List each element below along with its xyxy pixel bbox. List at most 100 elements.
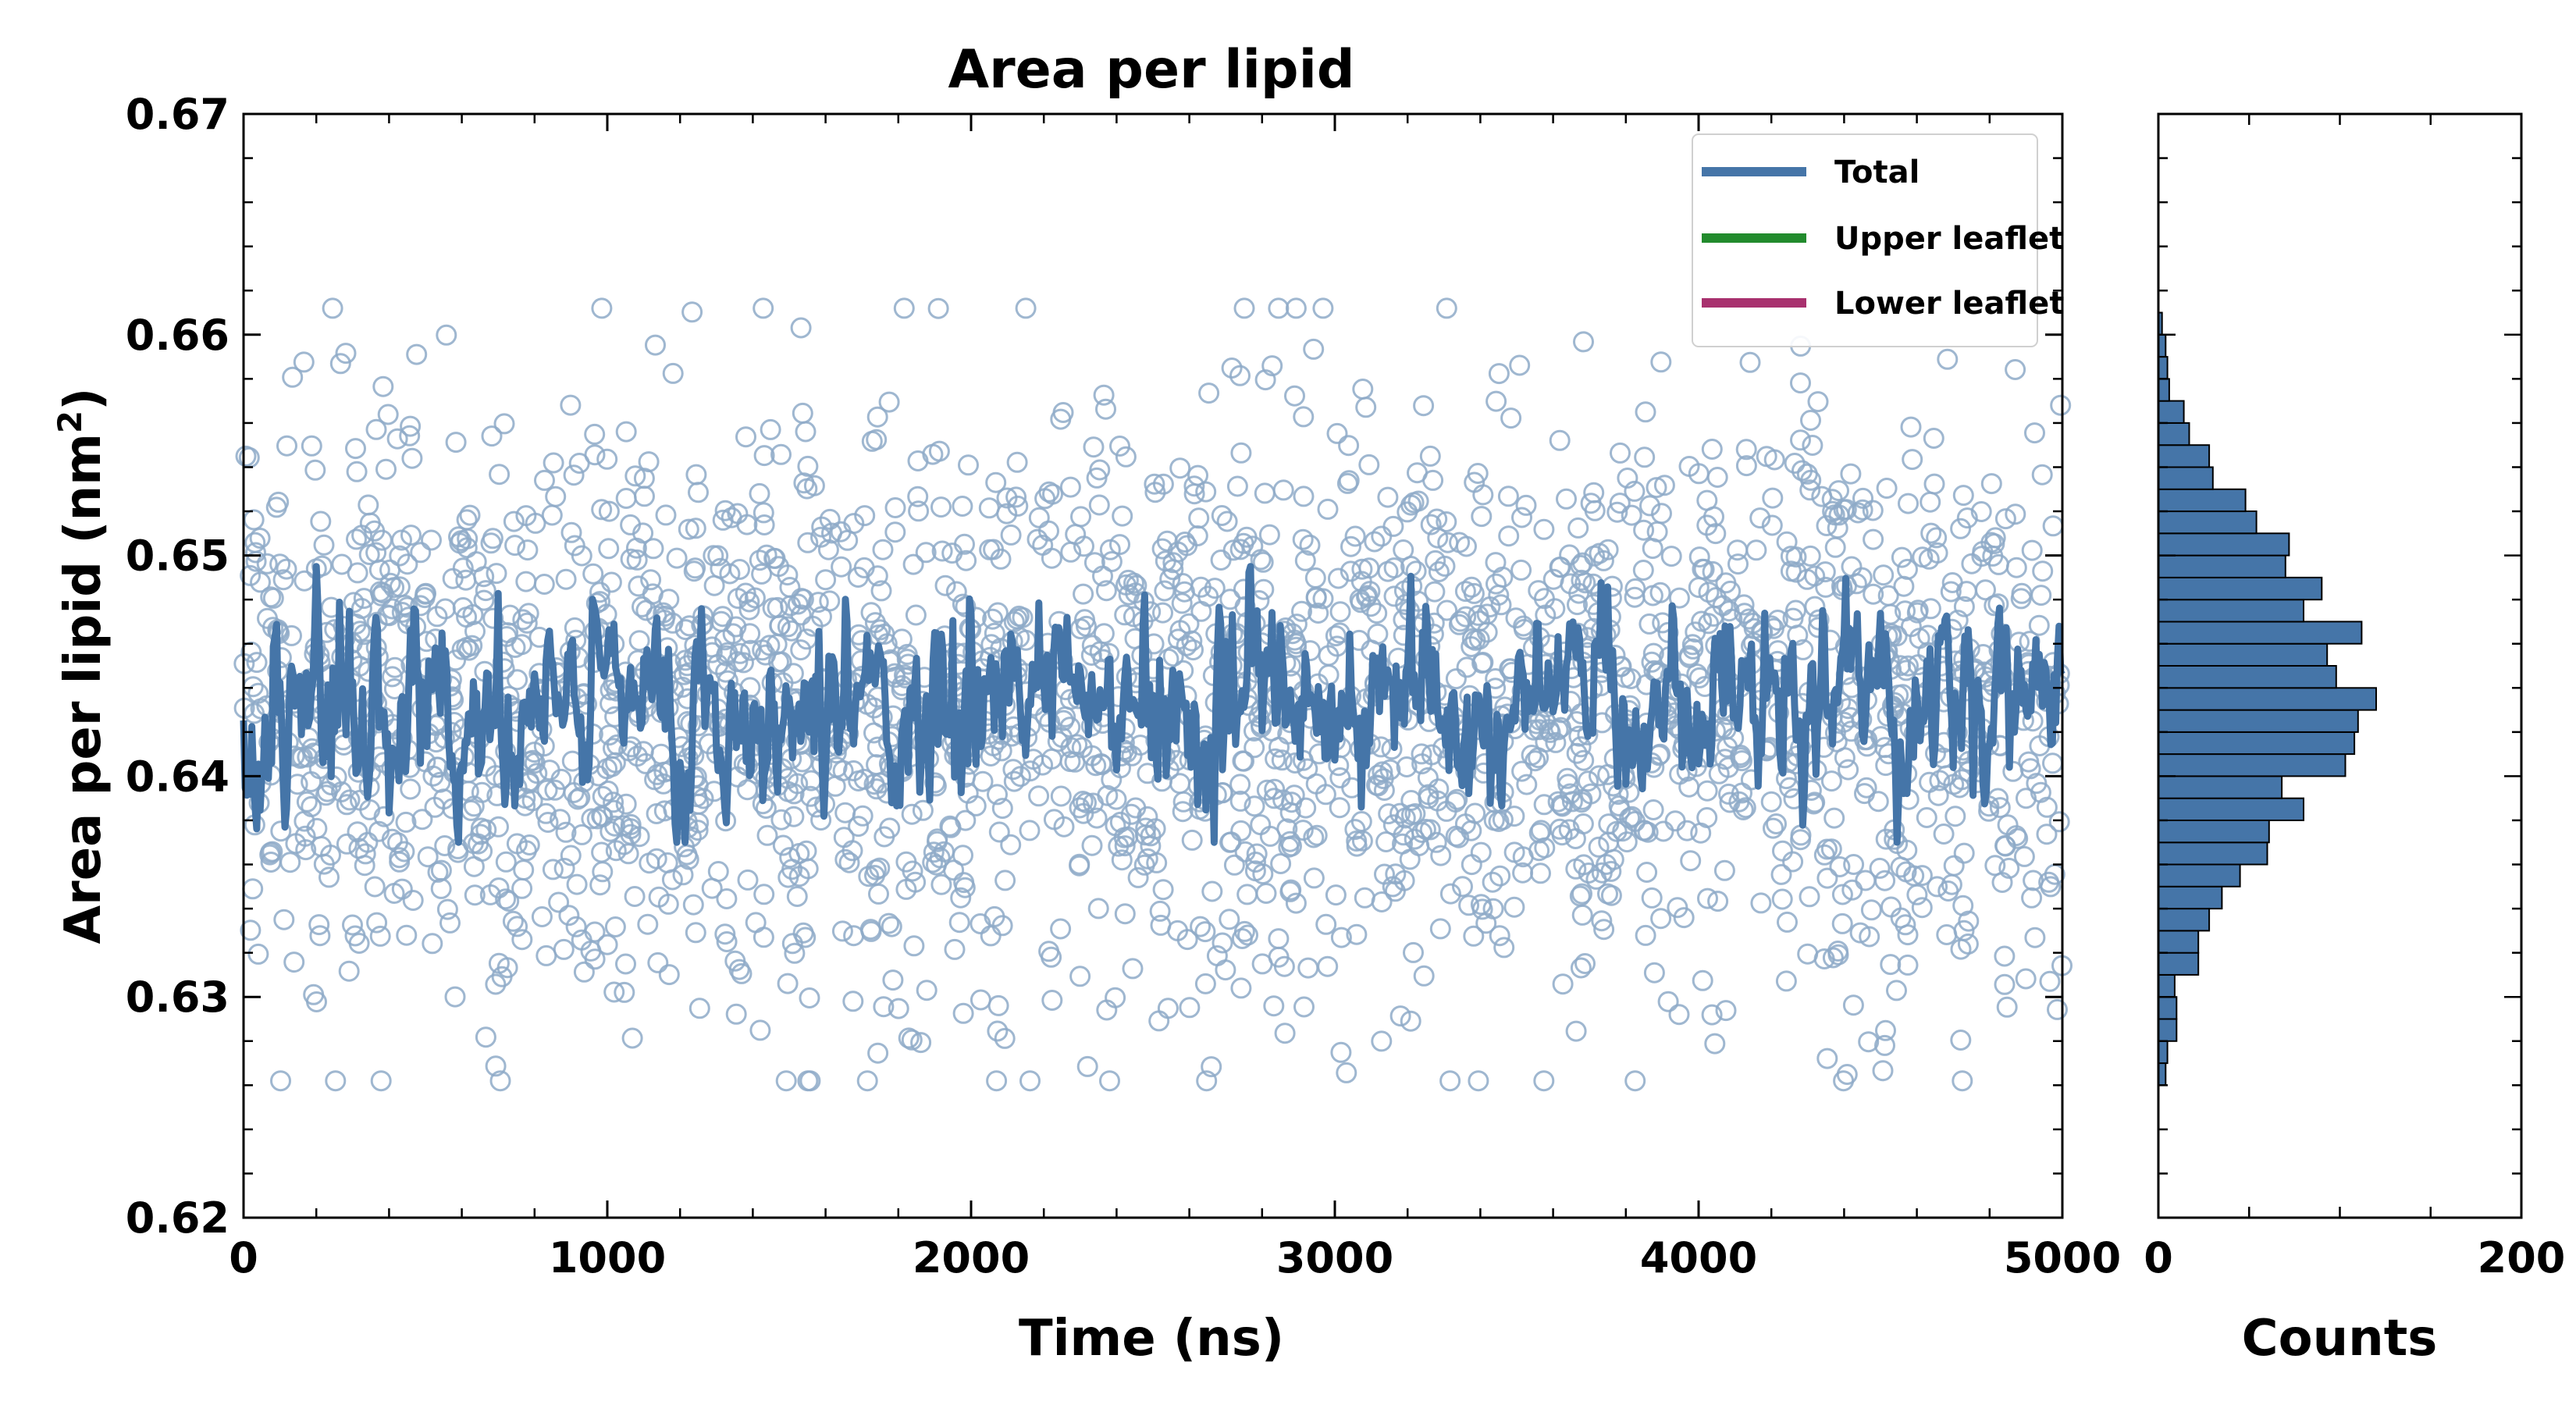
scatter-point: [2016, 788, 2037, 809]
scatter-point: [1315, 913, 1337, 935]
scatter-point: [882, 969, 904, 991]
scatter-point: [1641, 887, 1663, 909]
histogram-bar: [2158, 885, 2223, 910]
scatter-point: [1994, 973, 2016, 995]
scatter-point: [1015, 297, 1037, 319]
scatter-point: [856, 1070, 878, 1092]
scatter-point: [591, 499, 613, 521]
scatter-point: [738, 591, 760, 613]
scatter-point: [1483, 809, 1505, 831]
scatter-point: [1676, 820, 1698, 841]
scatter-point: [770, 809, 792, 831]
scatter-point: [905, 604, 927, 626]
scatter-point: [1952, 1070, 1973, 1092]
scatter-point: [624, 886, 646, 907]
scatter-point: [558, 905, 580, 927]
scatter-point: [1776, 531, 1798, 553]
scatter-point: [707, 861, 729, 882]
scatter-point: [1902, 449, 1923, 471]
scatter-point: [881, 916, 902, 937]
scatter-point: [1530, 863, 1551, 884]
scatter-point: [515, 840, 537, 862]
scatter-point: [1880, 954, 1902, 976]
scatter-point: [1162, 559, 1184, 581]
scatter-point: [1259, 825, 1281, 847]
scatter-point: [1050, 918, 1072, 940]
scatter-point: [2031, 464, 2053, 486]
line-total: [240, 563, 2065, 846]
scatter-point: [1920, 522, 1942, 544]
scatter-point: [1261, 355, 1283, 377]
scatter-point: [1430, 845, 1452, 866]
scatter-point: [504, 535, 526, 557]
scatter-point: [1583, 482, 1605, 503]
scatter-point: [749, 482, 770, 504]
scatter-point: [1112, 505, 1133, 527]
scatter-point: [511, 877, 533, 899]
scatter-point: [1565, 1020, 1587, 1042]
scatter-point: [488, 816, 509, 838]
scatter-point: [1643, 962, 1665, 984]
scatter-point: [1157, 998, 1179, 1019]
scatter-point: [1346, 923, 1368, 945]
scatter-point: [1980, 473, 2002, 495]
scatter-point: [1405, 560, 1427, 582]
scatter-point: [366, 912, 388, 934]
scatter-point: [1292, 820, 1314, 841]
scatter-point: [1303, 827, 1325, 848]
scatter-point: [535, 944, 557, 966]
scatter-point: [2013, 845, 2035, 867]
scatter-point: [994, 870, 1016, 891]
scatter-point: [1028, 507, 1050, 528]
scatter-point: [834, 848, 856, 870]
scatter-point: [1827, 518, 1848, 539]
scatter-point: [852, 805, 873, 827]
scatter-point: [1715, 572, 1737, 594]
scatter-point: [417, 846, 439, 868]
scatter-point: [893, 297, 915, 319]
scatter-point: [888, 998, 909, 1019]
scatter-point: [1820, 770, 1842, 792]
scatter-point: [1556, 488, 1577, 510]
scatter-point: [1873, 564, 1895, 586]
scatter-point: [781, 933, 803, 955]
scatter-point: [250, 571, 271, 593]
scatter-point: [1831, 912, 1853, 934]
scatter-point: [1403, 941, 1424, 963]
scatter-point: [383, 678, 405, 699]
scatter-point: [1312, 297, 1334, 319]
scatter-point: [555, 568, 577, 590]
scatter-point: [991, 798, 1013, 820]
scatter-point: [784, 942, 806, 964]
scatter-point: [1463, 582, 1485, 604]
scatter-point: [902, 553, 924, 575]
scatter-point: [1785, 546, 1807, 568]
scatter-point: [934, 574, 956, 596]
scatter-point: [1371, 891, 1393, 912]
scatter-point: [1843, 854, 1865, 875]
scatter-point: [772, 834, 794, 856]
scatter-point: [752, 639, 774, 661]
scatter-point: [1325, 625, 1347, 647]
scatter-point: [1500, 407, 1522, 429]
scatter-point: [1115, 574, 1137, 596]
x-tick-label: 3000: [1276, 1233, 1393, 1282]
x-tick-label: 4000: [1640, 1233, 1757, 1282]
scatter-point: [436, 324, 457, 346]
scatter-point: [1509, 354, 1531, 376]
histogram-bar: [2158, 841, 2268, 866]
scatter-point: [1190, 600, 1212, 622]
scatter-point: [1344, 819, 1366, 841]
scatter-point: [1497, 486, 1519, 507]
scatter-point: [1642, 799, 1664, 820]
scatter-point: [283, 951, 305, 973]
scatter-point: [1503, 896, 1525, 918]
scatter-point: [682, 894, 704, 916]
scatter-point: [1352, 379, 1374, 400]
scatter-point: [1413, 395, 1435, 417]
scatter-point: [843, 925, 865, 947]
scatter-point: [944, 938, 966, 960]
scatter-point: [1355, 397, 1377, 418]
scatter-point: [1114, 835, 1136, 857]
scatter-point: [1258, 524, 1280, 546]
